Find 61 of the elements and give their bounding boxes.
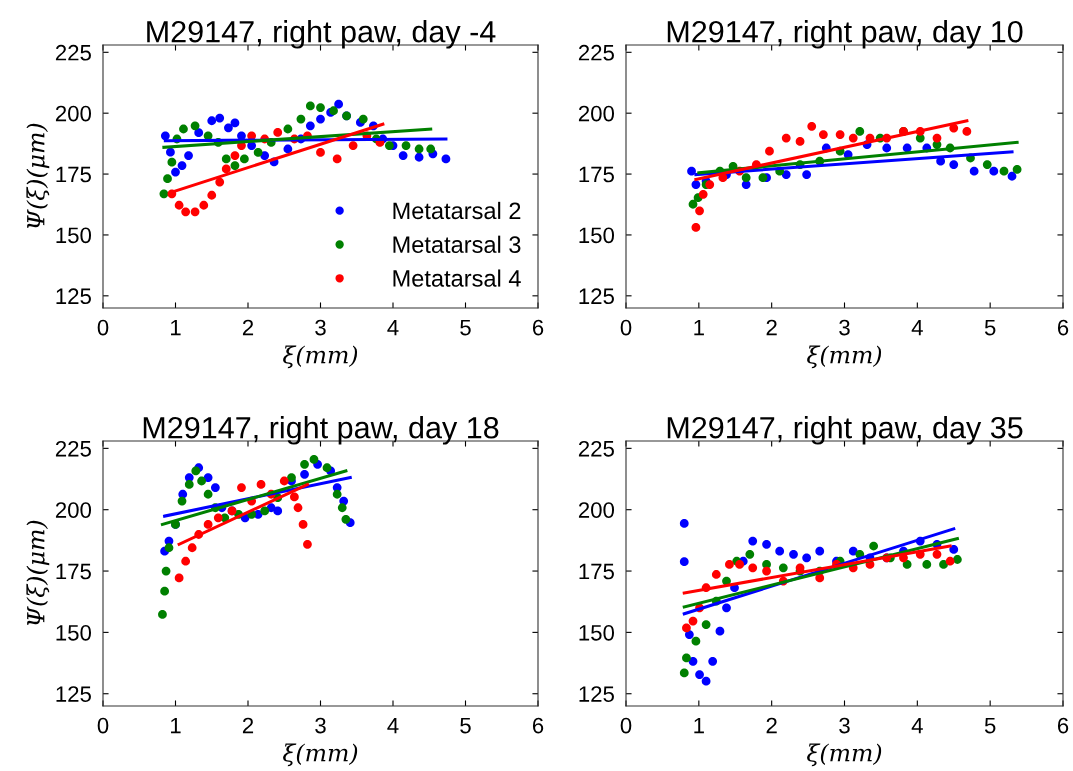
legend-label: Metatarsal 2 bbox=[393, 201, 521, 220]
y-tick-label: 200 bbox=[55, 105, 92, 122]
y-tick-label: 200 bbox=[55, 502, 92, 518]
chart-title: M29147, right paw, day 10 bbox=[667, 20, 1023, 49]
x-tick-label: 6 bbox=[1057, 319, 1069, 336]
legend-label: Metatarsal 4 bbox=[393, 269, 521, 287]
y-tick-label: 200 bbox=[578, 502, 615, 518]
x-tick-label: 6 bbox=[532, 717, 544, 734]
x-tick-label: 4 bbox=[911, 319, 923, 336]
x-tick-label: 5 bbox=[984, 717, 996, 734]
y-tick-label: 225 bbox=[578, 440, 614, 457]
y-tick-label: 175 bbox=[56, 166, 91, 183]
y-tick-label: 150 bbox=[56, 624, 92, 641]
y-tick-label: 225 bbox=[578, 44, 614, 61]
y-tick-label: 175 bbox=[579, 166, 614, 183]
y-tick-label: 125 bbox=[579, 686, 614, 702]
x-tick-label: 5 bbox=[460, 319, 471, 336]
x-tick-label: 1 bbox=[171, 717, 181, 734]
x-tick-label: 4 bbox=[387, 717, 399, 734]
legend-label: Metatarsal 3 bbox=[393, 235, 521, 253]
y-tick-label: 150 bbox=[56, 227, 92, 244]
x-axis-title: ξ(mm) bbox=[807, 345, 882, 369]
y-tick-label: 225 bbox=[55, 440, 91, 457]
y-tick-label: 125 bbox=[579, 288, 614, 305]
x-tick-label: 3 bbox=[315, 319, 326, 336]
x-tick-label: 5 bbox=[460, 717, 471, 734]
x-tick-label: 6 bbox=[1057, 717, 1069, 734]
x-tick-label: 2 bbox=[766, 319, 777, 336]
x-tick-label: 5 bbox=[984, 319, 996, 336]
x-axis-title: ξ(mm) bbox=[283, 345, 358, 369]
y-tick-label: 150 bbox=[579, 624, 615, 641]
x-axis-title: ξ(mm) bbox=[283, 743, 358, 767]
y-tick-label: 125 bbox=[56, 686, 91, 702]
x-tick-label: 4 bbox=[387, 319, 399, 336]
x-tick-label: 0 bbox=[97, 319, 109, 336]
x-axis-title: ξ(mm) bbox=[807, 743, 882, 767]
y-tick-label: 125 bbox=[56, 288, 91, 305]
x-tick-label: 6 bbox=[532, 319, 544, 336]
x-tick-label: 3 bbox=[839, 717, 850, 734]
y-axis-title: Ψ(ξ)(μm) bbox=[26, 123, 50, 229]
y-tick-label: 225 bbox=[55, 44, 91, 61]
x-tick-label: 0 bbox=[620, 717, 632, 734]
x-tick-label: 1 bbox=[171, 319, 181, 336]
x-tick-label: 0 bbox=[620, 319, 632, 336]
x-tick-label: 2 bbox=[242, 717, 254, 734]
chart-title: M29147, right paw, day 18 bbox=[143, 416, 499, 445]
x-tick-label: 1 bbox=[694, 319, 704, 336]
y-tick-label: 150 bbox=[579, 227, 615, 244]
chart-title: M29147, right paw, day 35 bbox=[667, 416, 1023, 445]
y-tick-label: 175 bbox=[579, 563, 614, 580]
chart-title: M29147, right paw, day -4 bbox=[147, 20, 496, 49]
x-tick-label: 3 bbox=[315, 717, 326, 734]
y-tick-label: 175 bbox=[56, 563, 91, 580]
y-axis-title: Ψ(ξ)(μm) bbox=[26, 520, 50, 626]
x-tick-label: 2 bbox=[242, 319, 254, 336]
x-tick-label: 3 bbox=[839, 319, 850, 336]
y-tick-label: 200 bbox=[578, 105, 615, 122]
x-tick-label: 1 bbox=[694, 717, 704, 734]
x-tick-label: 0 bbox=[97, 717, 109, 734]
x-tick-label: 2 bbox=[766, 717, 777, 734]
x-tick-label: 4 bbox=[911, 717, 923, 734]
